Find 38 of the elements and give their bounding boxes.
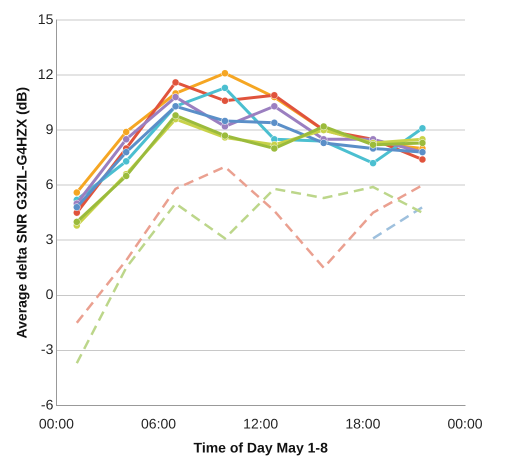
point bbox=[73, 218, 81, 226]
point bbox=[320, 122, 328, 130]
x-tick-label: 00:00 bbox=[447, 416, 483, 432]
point bbox=[418, 156, 426, 164]
y-tick-label: 6 bbox=[46, 176, 54, 192]
point bbox=[221, 97, 229, 104]
x-tick-label: 18:00 bbox=[345, 416, 381, 432]
y-tick-label: 3 bbox=[46, 231, 54, 248]
point bbox=[369, 159, 377, 167]
point bbox=[172, 78, 180, 86]
point bbox=[122, 136, 130, 144]
point bbox=[418, 139, 426, 147]
point bbox=[172, 93, 180, 101]
point bbox=[270, 102, 278, 110]
x-axis-title: Time of Day May 1-8 bbox=[194, 439, 328, 456]
point bbox=[172, 112, 180, 120]
point bbox=[221, 69, 229, 77]
y-tick-label: 15 bbox=[38, 10, 54, 27]
point bbox=[221, 84, 229, 92]
y-axis-title: Average delta SNR G3ZIL-G4HZX (dB) bbox=[13, 86, 30, 338]
y-tick-label: -3 bbox=[40, 341, 54, 358]
point bbox=[122, 148, 130, 156]
point bbox=[221, 117, 229, 125]
point bbox=[73, 188, 81, 196]
x-tick-label: 06:00 bbox=[141, 416, 176, 432]
line-series bbox=[76, 186, 424, 364]
point bbox=[122, 128, 130, 136]
point bbox=[73, 203, 81, 211]
y-tick-label: -6 bbox=[40, 396, 54, 412]
point bbox=[122, 158, 130, 166]
y-tick-label: 0 bbox=[46, 286, 54, 302]
point bbox=[270, 144, 278, 152]
point bbox=[418, 124, 426, 132]
x-tick-label: 12:00 bbox=[243, 416, 278, 432]
y-tick-label: 12 bbox=[38, 66, 54, 82]
point bbox=[270, 119, 278, 127]
x-tick-label: 00:00 bbox=[38, 416, 74, 432]
y-tick-label: 9 bbox=[46, 120, 54, 137]
